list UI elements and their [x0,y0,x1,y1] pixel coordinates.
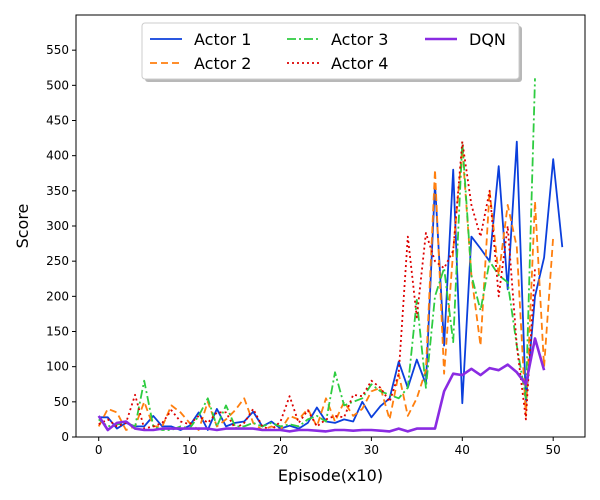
y-tick-label: 450 [46,114,69,128]
x-tick-label: 40 [455,443,470,457]
x-axis-label: Episode(x10) [278,466,383,485]
series-line-actor-2 [97,147,555,431]
x-tick-label: 50 [546,443,561,457]
y-tick-label: 300 [46,219,69,233]
series-line-actor-4 [98,140,536,431]
y-tick-label: 350 [46,184,69,198]
y-tick-label: 150 [46,325,69,339]
legend-item: Actor 4 [287,54,388,73]
legend-item: Actor 3 [287,30,388,49]
y-axis-label: Score [13,204,32,249]
legend-label: DQN [469,30,506,49]
y-tick-label: 500 [46,78,69,92]
series-line-actor-3 [98,78,536,431]
legend-label: Actor 4 [331,54,388,73]
legend-label: Actor 1 [194,30,251,49]
legend-item: Actor 2 [150,54,251,73]
x-tick-label: 30 [364,443,379,457]
legend-box [141,22,520,80]
y-tick-label: 250 [46,254,69,268]
x-tick-label: 20 [273,443,288,457]
y-tick-label: 100 [46,360,69,374]
y-tick-label: 0 [61,430,69,444]
legend-item: Actor 1 [150,30,251,49]
legend-label: Actor 3 [331,30,388,49]
ticks-layer: 0 10 20 30 40 5005010015020025030035040045050… [46,43,561,457]
x-tick-label: 0 [95,443,103,457]
series-layer [97,78,564,433]
series-line-actor-1 [98,140,564,431]
series-line-dqn [97,337,546,433]
x-tick-label: 10 [182,443,197,457]
y-tick-label: 550 [46,43,69,57]
y-tick-label: 50 [54,395,69,409]
legend-item: DQN [425,30,506,49]
legend: Actor 1 Actor 2 Actor 3 Actor 4 DQN [141,22,522,82]
y-tick-label: 400 [46,149,69,163]
y-tick-label: 200 [46,289,69,303]
legend-label: Actor 2 [194,54,251,73]
